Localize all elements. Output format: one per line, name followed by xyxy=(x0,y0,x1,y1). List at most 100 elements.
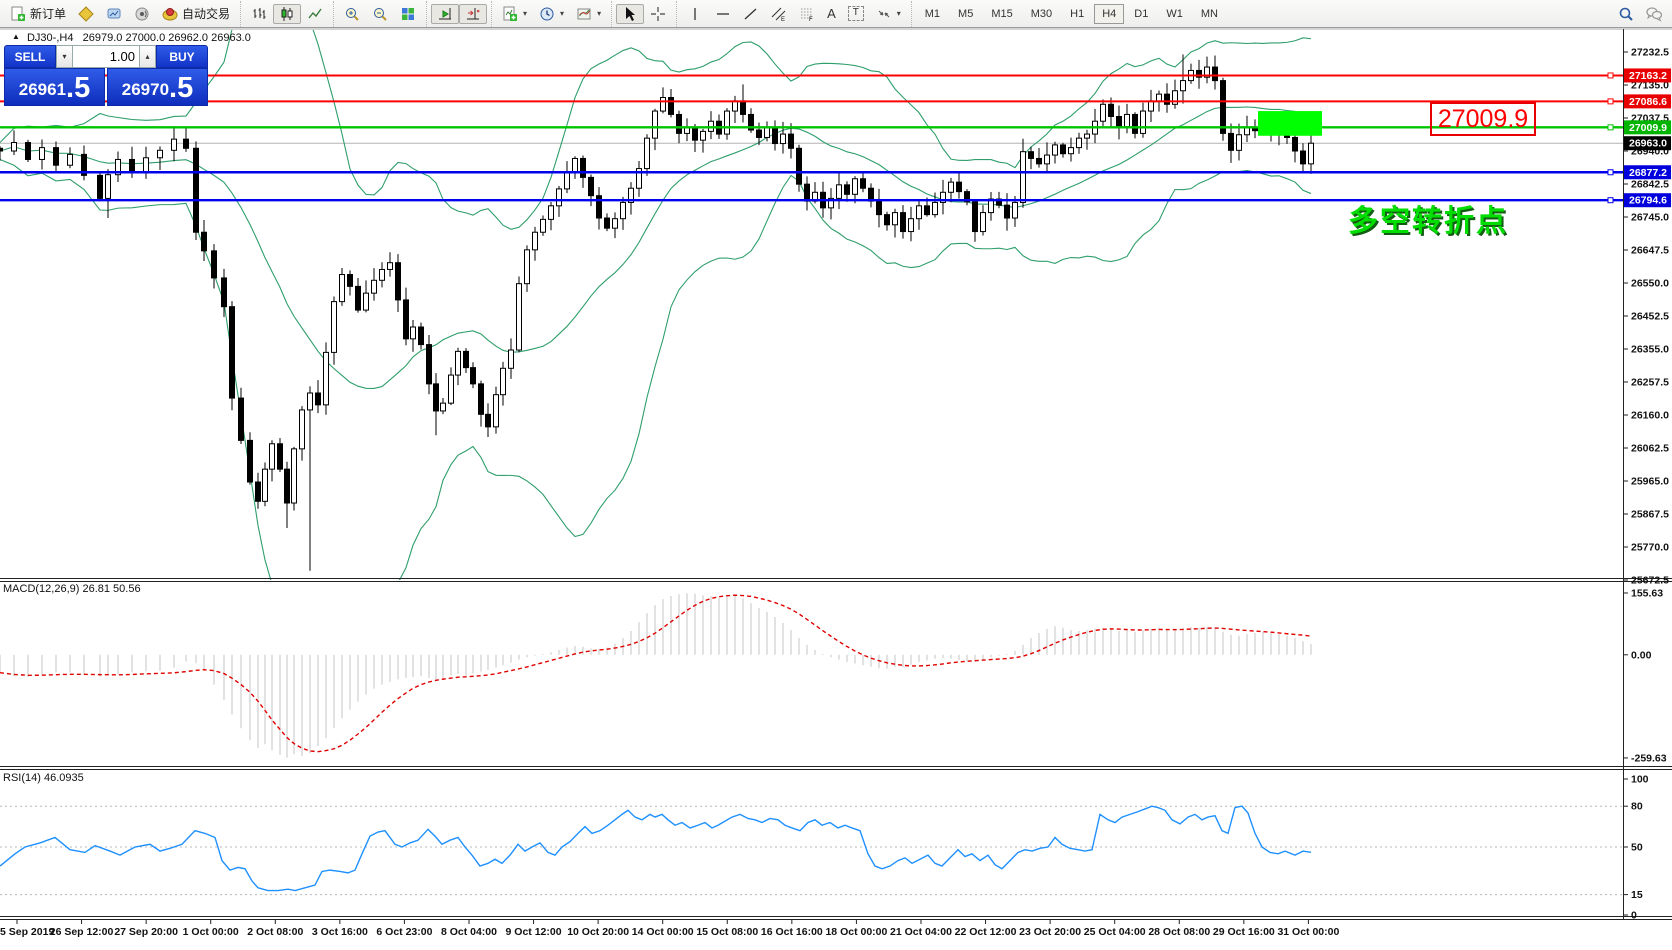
sell-button[interactable]: SELL xyxy=(4,45,56,68)
svg-text:25672.5: 25672.5 xyxy=(1631,575,1669,587)
svg-text:27163.2: 27163.2 xyxy=(1629,70,1667,82)
trendline-icon xyxy=(743,6,759,22)
crosshair-icon xyxy=(650,6,666,22)
zoom-out-icon xyxy=(372,6,388,22)
templates-button[interactable]: ▾ xyxy=(570,4,607,24)
crosshair-tool-button[interactable] xyxy=(644,4,672,24)
market-button[interactable] xyxy=(100,4,128,24)
timeframe-m5[interactable]: M5 xyxy=(958,7,974,20)
toolbar-group-zoom xyxy=(333,0,426,27)
autotrading-button[interactable]: 自动交易 xyxy=(156,4,236,24)
new-order-label: 新订单 xyxy=(30,7,67,21)
auto-scroll-button[interactable] xyxy=(431,3,460,24)
zoom-out-button[interactable] xyxy=(366,4,394,24)
toolbar-group-chart-type xyxy=(240,0,333,27)
indicators-icon xyxy=(502,6,518,22)
volume-input[interactable] xyxy=(73,45,139,68)
buy-price-main: 26970 xyxy=(121,80,170,99)
svg-text:27086.6: 27086.6 xyxy=(1629,96,1667,108)
chat-icon xyxy=(1646,6,1662,22)
horizontal-line-icon xyxy=(715,6,731,22)
svg-text:26 Sep 12:00: 26 Sep 12:00 xyxy=(50,926,114,938)
svg-text:25965.0: 25965.0 xyxy=(1631,476,1669,488)
zoom-in-icon xyxy=(344,6,360,22)
ohlc-header: ▲ DJ30-,H4 26979.0 27000.0 26962.0 26963… xyxy=(12,32,251,44)
fibonacci-tool-button[interactable]: F xyxy=(793,4,821,24)
timeframe-m15[interactable]: M15 xyxy=(991,7,1013,20)
symbol-timeframe-label: DJ30-,H4 xyxy=(26,32,74,44)
zoom-in-button[interactable] xyxy=(338,4,366,24)
text-tool-button[interactable]: A xyxy=(821,4,842,24)
timeframe-h1[interactable]: H1 xyxy=(1070,7,1085,20)
vertical-line-tool-button[interactable] xyxy=(681,4,709,24)
price-annotation-label[interactable]: 27009.9 xyxy=(1430,102,1536,136)
svg-text:25 Oct 04:00: 25 Oct 04:00 xyxy=(1084,926,1146,938)
volume-decrease-button[interactable]: ▾ xyxy=(56,45,73,68)
svg-text:26355.0: 26355.0 xyxy=(1631,344,1669,356)
toolbar-group-cursor xyxy=(611,0,676,27)
label-tool-icon: T xyxy=(847,6,864,21)
volume-increase-button[interactable]: ▴ xyxy=(139,45,156,68)
cursor-tool-button[interactable] xyxy=(616,3,645,24)
svg-text:25770.0: 25770.0 xyxy=(1631,542,1669,554)
svg-text:26963.0: 26963.0 xyxy=(1629,138,1667,150)
svg-text:26550.0: 26550.0 xyxy=(1631,278,1669,290)
line-chart-button[interactable] xyxy=(301,4,329,24)
timeframe-h4[interactable]: H4 xyxy=(1094,3,1125,24)
macd-pane-label: MACD(12,26,9) 26.81 50.56 xyxy=(3,583,141,595)
svg-text:26062.5: 26062.5 xyxy=(1631,443,1669,455)
tile-windows-button[interactable] xyxy=(394,4,422,24)
chart-shift-button[interactable] xyxy=(459,3,488,24)
channel-tool-button[interactable]: E xyxy=(765,4,793,24)
buy-price-frac: .5 xyxy=(169,72,194,104)
channel-e-letter: E xyxy=(781,17,785,22)
new-order-button[interactable]: 新订单 xyxy=(4,4,72,24)
timeframe-m30[interactable]: M30 xyxy=(1030,7,1053,20)
svg-text:14 Oct 00:00: 14 Oct 00:00 xyxy=(632,926,694,938)
arrows-icon xyxy=(876,6,892,22)
indicators-button[interactable]: ▾ xyxy=(496,4,533,24)
periods-button[interactable]: ▾ xyxy=(533,4,570,24)
trendline-tool-button[interactable] xyxy=(737,4,765,24)
svg-text:26877.2: 26877.2 xyxy=(1629,167,1667,179)
indicators-caret-icon: ▾ xyxy=(523,9,528,18)
new-order-icon xyxy=(10,6,26,22)
sell-price-main: 26961 xyxy=(18,80,67,99)
toolbar-group-right xyxy=(1608,1,1672,27)
periods-caret-icon: ▾ xyxy=(560,9,565,18)
svg-text:26842.5: 26842.5 xyxy=(1631,179,1669,191)
svg-text:26452.5: 26452.5 xyxy=(1631,311,1669,323)
svg-text:8 Oct 04:00: 8 Oct 04:00 xyxy=(441,926,497,938)
svg-text:26160.0: 26160.0 xyxy=(1631,410,1669,422)
chat-button[interactable] xyxy=(1640,4,1668,24)
arrows-tool-button[interactable]: ▾ xyxy=(870,4,907,24)
label-tool-button[interactable]: T xyxy=(842,4,870,24)
toolbar-group-objects: E F A T ▾ xyxy=(676,0,911,27)
timeframe-m1[interactable]: M1 xyxy=(924,7,941,20)
signals-button[interactable] xyxy=(128,4,156,24)
svg-text:155.63: 155.63 xyxy=(1631,587,1663,599)
horizontal-line-tool-button[interactable] xyxy=(709,4,737,24)
timeframe-d1[interactable]: D1 xyxy=(1134,7,1149,20)
sell-price-frac: .5 xyxy=(66,72,91,104)
market-watch-button[interactable] xyxy=(72,4,100,24)
search-button[interactable] xyxy=(1612,4,1640,24)
buy-button[interactable]: BUY xyxy=(156,45,208,68)
candlestick-chart-button[interactable] xyxy=(273,3,302,24)
svg-text:0: 0 xyxy=(1631,910,1637,922)
svg-text:80: 80 xyxy=(1631,801,1643,813)
templates-icon xyxy=(576,6,592,22)
candlestick-chart-icon xyxy=(279,6,295,22)
bar-chart-button[interactable] xyxy=(245,4,273,24)
svg-text:21 Oct 04:00: 21 Oct 04:00 xyxy=(890,926,952,938)
timeframe-mn[interactable]: MN xyxy=(1200,7,1218,20)
symbol-triangle-icon: ▲ xyxy=(12,32,20,41)
pivot-note-text[interactable]: 多空转折点 xyxy=(1348,205,1508,238)
autotrading-icon xyxy=(162,6,178,22)
timeframe-w1[interactable]: W1 xyxy=(1166,7,1183,20)
toolbar-group-timeframes: M1 M5 M15 M30 H1 H4 D1 W1 MN xyxy=(910,0,1231,27)
svg-text:1 Oct 00:00: 1 Oct 00:00 xyxy=(183,926,239,938)
buy-price-display[interactable]: 26970 .5 xyxy=(107,68,208,106)
sell-price-display[interactable]: 26961 .5 xyxy=(4,68,105,106)
